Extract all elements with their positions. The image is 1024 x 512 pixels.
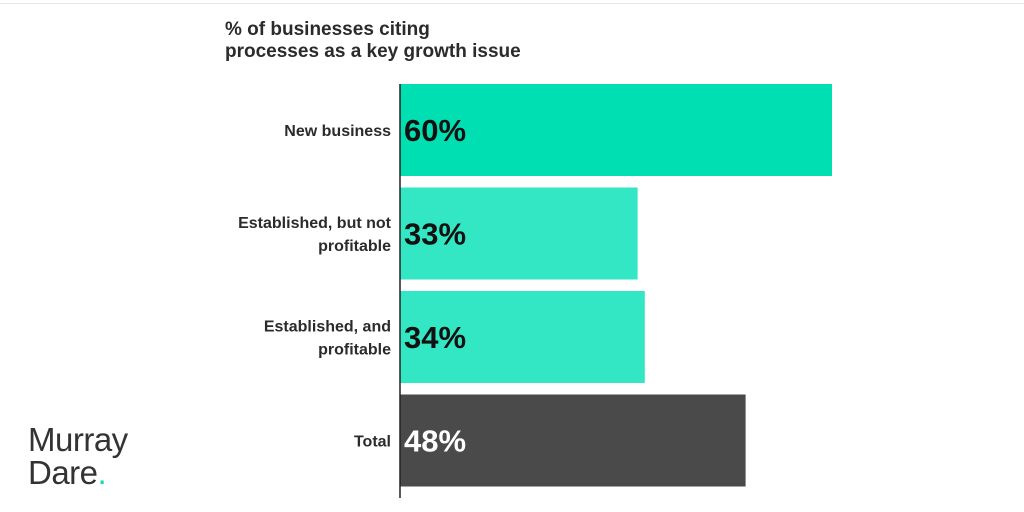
bar-0 — [400, 84, 832, 176]
brand-line-2-text: Dare — [28, 454, 98, 491]
category-label-2-line-1: profitable — [318, 342, 391, 359]
chart-title-line-1: % of businesses citing — [225, 19, 430, 40]
top-divider — [0, 3, 1024, 4]
chart-title-line-2: processes as a key growth issue — [225, 41, 521, 62]
value-label-1: 33% — [404, 217, 466, 252]
category-label-1-line-0: Established, but not — [238, 215, 392, 232]
bar-1 — [400, 187, 638, 280]
brand-logo: Murray Dare. — [28, 423, 128, 489]
brand-line-1: Murray — [28, 421, 128, 458]
category-label-0-line-0: New business — [284, 123, 391, 140]
brand-dot: . — [97, 454, 107, 491]
category-label-1-line-1: profitable — [318, 238, 391, 255]
category-label-2-line-0: Established, and — [264, 319, 391, 336]
value-label-2: 34% — [404, 320, 466, 355]
brand-line-2: Dare. — [28, 456, 128, 489]
bar-2 — [400, 291, 645, 383]
category-label-3-line-0: Total — [354, 434, 391, 451]
value-label-0: 60% — [404, 113, 466, 148]
chart-title: % of businesses citing processes as a ke… — [225, 19, 645, 63]
bar-3 — [400, 394, 746, 487]
value-label-3: 48% — [404, 424, 466, 459]
